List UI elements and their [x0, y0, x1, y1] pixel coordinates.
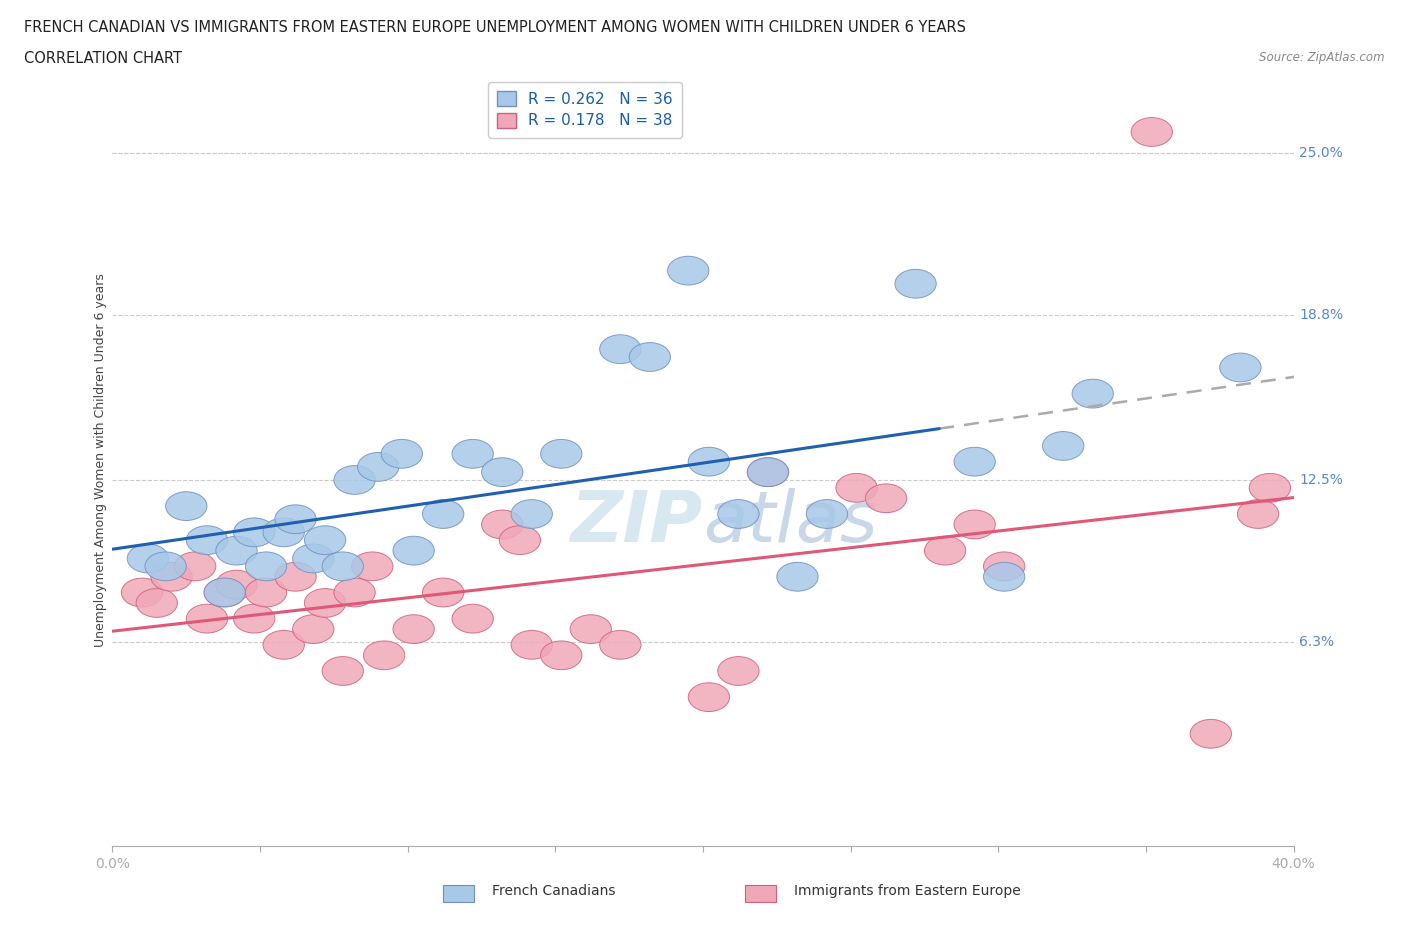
Ellipse shape [276, 563, 316, 591]
Ellipse shape [984, 551, 1025, 580]
Ellipse shape [335, 466, 375, 495]
Ellipse shape [953, 510, 995, 538]
Ellipse shape [204, 578, 245, 607]
Text: FRENCH CANADIAN VS IMMIGRANTS FROM EASTERN EUROPE UNEMPLOYMENT AMONG WOMEN WITH : FRENCH CANADIAN VS IMMIGRANTS FROM EASTE… [24, 20, 966, 35]
Ellipse shape [540, 641, 582, 670]
Ellipse shape [1130, 117, 1173, 146]
Ellipse shape [292, 544, 335, 573]
Y-axis label: Unemployment Among Women with Children Under 6 years: Unemployment Among Women with Children U… [94, 273, 107, 647]
Ellipse shape [1071, 379, 1114, 408]
Ellipse shape [217, 570, 257, 599]
Ellipse shape [292, 615, 335, 644]
Ellipse shape [571, 615, 612, 644]
Ellipse shape [136, 589, 177, 618]
Ellipse shape [1237, 499, 1279, 528]
Ellipse shape [263, 631, 304, 659]
Ellipse shape [186, 525, 228, 554]
Ellipse shape [499, 525, 540, 554]
Ellipse shape [984, 563, 1025, 591]
Ellipse shape [322, 657, 363, 685]
Ellipse shape [352, 551, 394, 580]
Ellipse shape [718, 499, 759, 528]
Ellipse shape [127, 544, 169, 573]
Ellipse shape [512, 631, 553, 659]
Ellipse shape [335, 578, 375, 607]
Ellipse shape [166, 492, 207, 521]
Legend: R = 0.262   N = 36, R = 0.178   N = 38: R = 0.262 N = 36, R = 0.178 N = 38 [488, 82, 682, 138]
Ellipse shape [748, 458, 789, 486]
Ellipse shape [599, 335, 641, 364]
Ellipse shape [422, 499, 464, 528]
Ellipse shape [748, 458, 789, 486]
Ellipse shape [1219, 353, 1261, 382]
Ellipse shape [540, 439, 582, 468]
Ellipse shape [381, 439, 423, 468]
Ellipse shape [896, 270, 936, 299]
Ellipse shape [392, 537, 434, 565]
Text: Immigrants from Eastern Europe: Immigrants from Eastern Europe [794, 884, 1021, 898]
Ellipse shape [186, 604, 228, 633]
Ellipse shape [630, 342, 671, 371]
Ellipse shape [689, 447, 730, 476]
Text: 12.5%: 12.5% [1299, 473, 1343, 487]
Ellipse shape [718, 657, 759, 685]
Text: Source: ZipAtlas.com: Source: ZipAtlas.com [1260, 51, 1385, 64]
Ellipse shape [363, 641, 405, 670]
Ellipse shape [245, 551, 287, 580]
Text: ZIP: ZIP [571, 487, 703, 556]
Ellipse shape [778, 563, 818, 591]
Ellipse shape [481, 458, 523, 486]
Ellipse shape [512, 499, 553, 528]
Ellipse shape [953, 447, 995, 476]
Ellipse shape [145, 551, 187, 580]
Ellipse shape [1043, 432, 1084, 460]
Ellipse shape [121, 578, 163, 607]
Ellipse shape [304, 525, 346, 554]
Ellipse shape [357, 453, 399, 482]
Ellipse shape [866, 484, 907, 512]
Text: 25.0%: 25.0% [1299, 146, 1343, 160]
Ellipse shape [233, 604, 276, 633]
Ellipse shape [807, 499, 848, 528]
Ellipse shape [668, 257, 709, 285]
Ellipse shape [204, 578, 245, 607]
Text: CORRELATION CHART: CORRELATION CHART [24, 51, 181, 66]
Ellipse shape [1250, 473, 1291, 502]
Ellipse shape [150, 563, 193, 591]
Ellipse shape [392, 615, 434, 644]
Ellipse shape [481, 510, 523, 538]
Ellipse shape [422, 578, 464, 607]
Ellipse shape [925, 537, 966, 565]
Ellipse shape [233, 518, 276, 547]
Ellipse shape [304, 589, 346, 618]
Ellipse shape [322, 551, 363, 580]
Ellipse shape [835, 473, 877, 502]
Ellipse shape [599, 631, 641, 659]
Ellipse shape [263, 518, 304, 547]
Text: atlas: atlas [703, 487, 877, 556]
Text: 18.8%: 18.8% [1299, 308, 1344, 322]
Ellipse shape [689, 683, 730, 711]
Text: 6.3%: 6.3% [1299, 635, 1334, 649]
Ellipse shape [217, 537, 257, 565]
Text: French Canadians: French Canadians [492, 884, 616, 898]
Ellipse shape [453, 439, 494, 468]
Ellipse shape [1191, 720, 1232, 748]
Ellipse shape [174, 551, 217, 580]
Ellipse shape [453, 604, 494, 633]
Ellipse shape [276, 505, 316, 534]
Ellipse shape [245, 578, 287, 607]
